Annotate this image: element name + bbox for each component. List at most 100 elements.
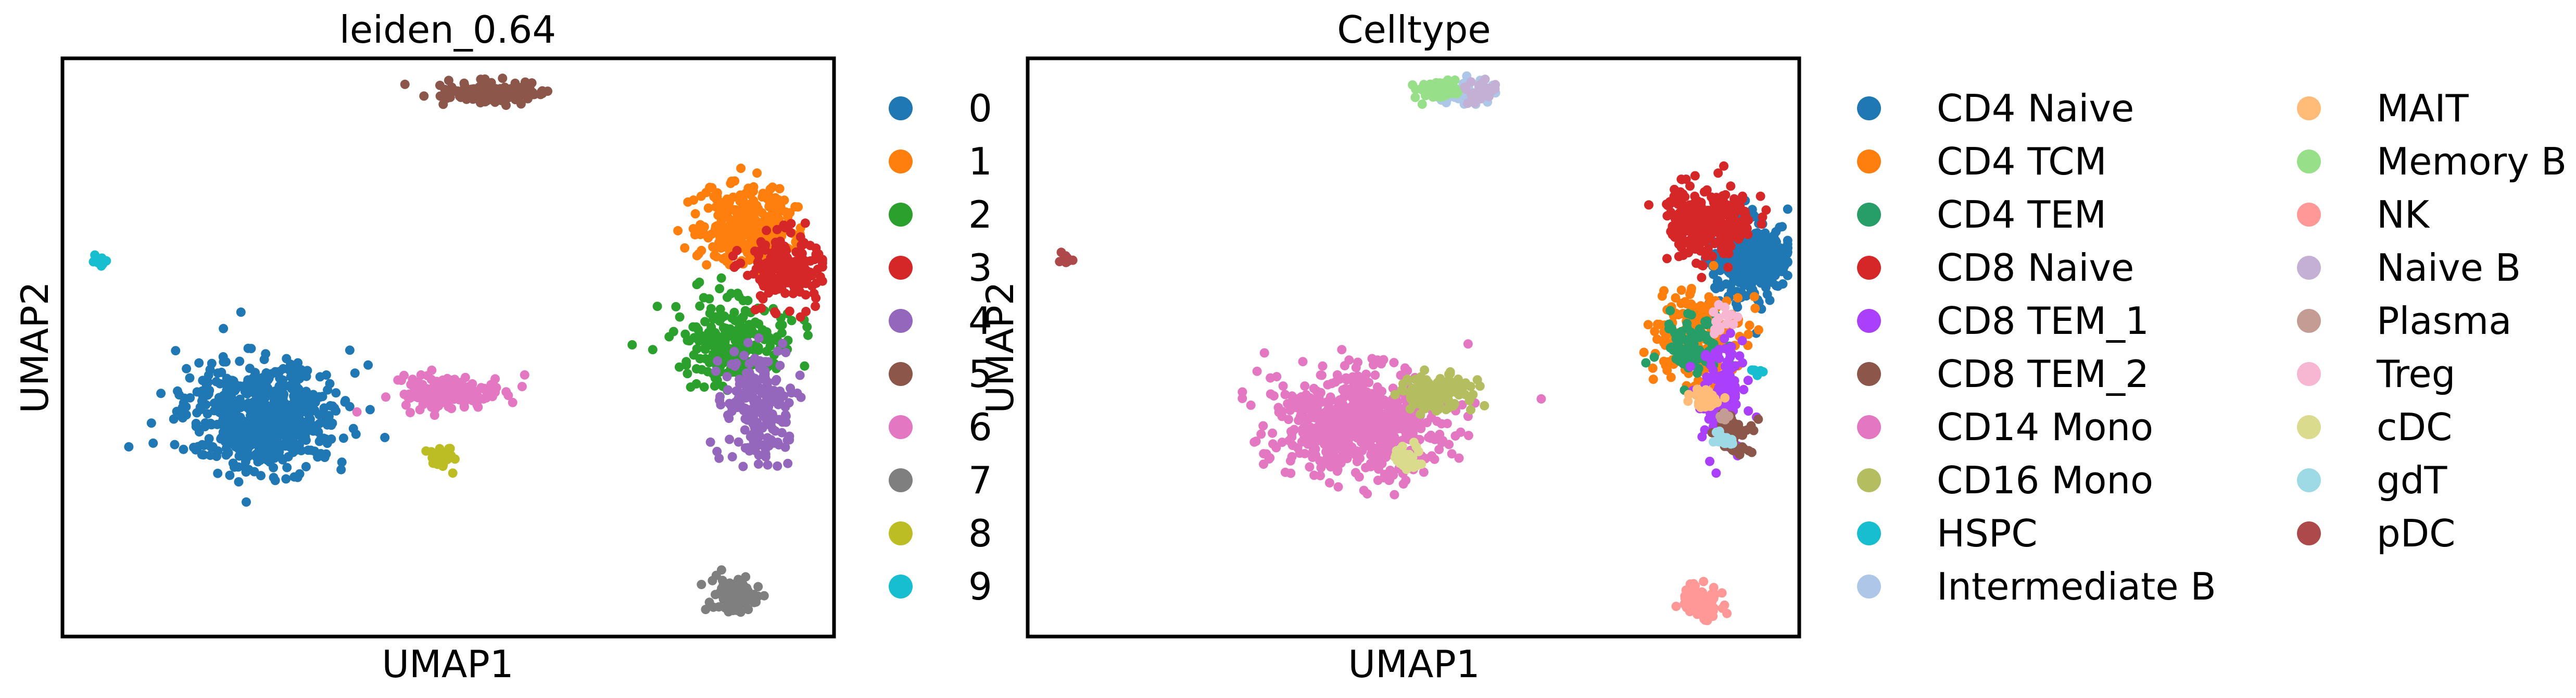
data-point — [336, 465, 346, 475]
data-point — [1719, 161, 1729, 171]
data-point — [1744, 446, 1753, 456]
data-point — [715, 304, 725, 314]
data-point — [1390, 432, 1399, 442]
data-point — [1298, 357, 1308, 367]
data-point — [270, 476, 280, 485]
data-point — [1258, 421, 1268, 431]
data-point — [507, 85, 516, 95]
data-point — [736, 190, 745, 200]
data-point — [1268, 428, 1278, 438]
data-point — [740, 443, 750, 453]
data-point — [734, 292, 744, 302]
data-point — [1342, 375, 1352, 385]
data-point — [1375, 398, 1384, 408]
data-point — [271, 433, 281, 443]
data-point — [350, 368, 360, 378]
data-point — [1682, 319, 1692, 329]
data-point — [1699, 614, 1709, 624]
data-point — [179, 444, 188, 454]
data-point — [699, 222, 709, 232]
data-point — [1769, 235, 1779, 245]
leiden-panel: leiden_0.64 UMAP1 UMAP2 0 1 2 3 4 5 6 7 8 9 — [13, 8, 992, 686]
data-point — [235, 356, 245, 366]
data-point — [300, 403, 310, 413]
data-point — [1661, 360, 1671, 370]
data-point — [795, 312, 805, 322]
data-point — [1708, 612, 1718, 621]
data-point — [419, 91, 429, 101]
data-point — [221, 450, 231, 460]
data-point — [197, 396, 207, 406]
data-point — [751, 216, 761, 226]
data-point — [1721, 190, 1731, 200]
data-point — [225, 470, 235, 480]
data-point — [204, 434, 214, 444]
data-point — [805, 256, 815, 266]
data-point — [1759, 237, 1769, 246]
data-point — [715, 395, 725, 405]
data-point — [415, 405, 425, 415]
data-point — [738, 462, 748, 471]
data-point — [764, 441, 774, 451]
legend-marker — [889, 203, 913, 227]
legend-item-nk: NK — [2297, 193, 2430, 236]
data-point — [295, 445, 305, 455]
data-point — [1432, 391, 1442, 401]
data-point — [310, 446, 320, 456]
data-point — [702, 339, 712, 349]
data-point — [1299, 404, 1309, 414]
data-point — [735, 388, 744, 398]
legend-marker — [2297, 149, 2321, 173]
data-point — [1335, 395, 1345, 405]
cluster-cd14-mono — [1238, 339, 1546, 500]
data-point — [243, 444, 252, 454]
data-point — [763, 281, 773, 291]
legend-label: cDC — [2377, 405, 2452, 449]
data-point — [1249, 437, 1259, 447]
data-point — [809, 289, 819, 298]
data-point — [459, 402, 469, 412]
data-point — [773, 461, 782, 471]
data-point — [782, 435, 792, 445]
data-point — [1368, 433, 1378, 443]
data-point — [688, 322, 698, 332]
legend-label: pDC — [2377, 512, 2455, 555]
data-point — [203, 377, 213, 387]
data-point — [1410, 93, 1420, 102]
data-point — [169, 414, 179, 424]
data-point — [1370, 370, 1380, 380]
data-point — [1740, 207, 1750, 217]
data-point — [1332, 466, 1342, 476]
data-point — [699, 293, 709, 303]
data-point — [254, 384, 264, 394]
data-point — [703, 367, 713, 377]
data-point — [1717, 245, 1727, 255]
legend-item-0: 0 — [889, 86, 992, 130]
data-point — [729, 584, 739, 594]
data-point — [784, 398, 794, 408]
legend-label: CD8 Naive — [1937, 246, 2134, 290]
data-point — [690, 209, 700, 219]
data-point — [755, 275, 765, 284]
data-point — [1676, 243, 1686, 253]
data-point — [1726, 280, 1736, 290]
data-point — [1670, 184, 1680, 194]
legend-marker — [1857, 468, 1881, 492]
data-point — [1766, 273, 1776, 283]
legend-label: CD4 Naive — [1937, 86, 2134, 130]
data-point — [791, 277, 801, 286]
data-point — [1331, 377, 1341, 387]
data-point — [148, 438, 158, 448]
data-point — [1684, 350, 1694, 360]
data-point — [694, 277, 704, 287]
data-point — [263, 412, 273, 422]
data-point — [1400, 456, 1410, 466]
data-point — [1694, 376, 1703, 385]
data-point — [814, 249, 824, 259]
data-point — [301, 462, 311, 471]
data-point — [301, 371, 311, 381]
data-point — [182, 364, 192, 373]
legend-label: NK — [2377, 193, 2430, 236]
legend-item-mait: MAIT — [2297, 86, 2469, 130]
data-point — [715, 284, 725, 294]
